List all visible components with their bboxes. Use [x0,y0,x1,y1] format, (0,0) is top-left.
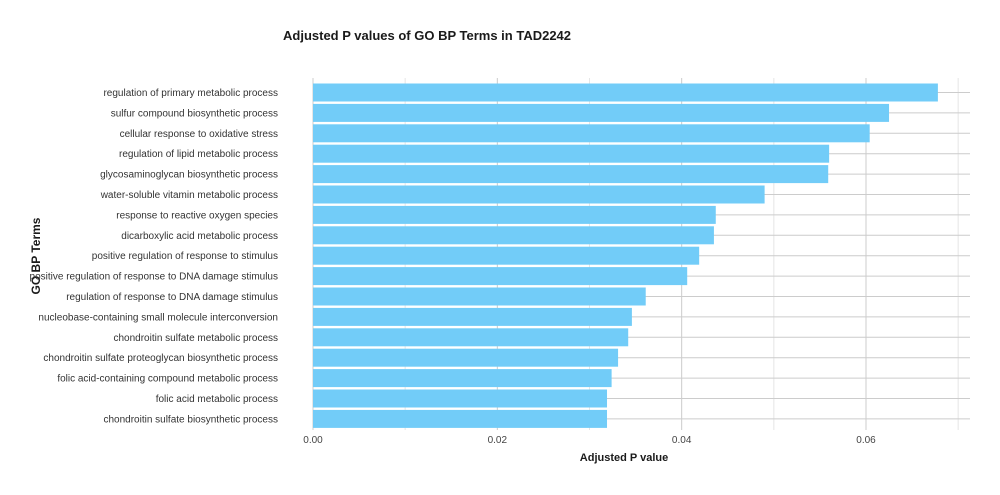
x-tick-label: 0.02 [488,435,508,446]
category-label: positive regulation of response to stimu… [92,251,278,262]
category-label: folic acid-containing compound metabolic… [57,374,278,385]
category-label: positive regulation of response to DNA d… [30,272,278,283]
category-label: chondroitin sulfate metabolic process [113,333,278,344]
category-label: regulation of primary metabolic process [103,88,278,99]
x-tick-label: 0.06 [856,435,876,446]
bars [313,83,938,428]
bar [313,185,765,204]
bar [313,328,629,347]
bar [313,124,870,143]
bar [313,287,646,306]
bar [313,103,890,122]
y-axis-title: GO BP Terms [29,217,43,294]
category-label: folic acid metabolic process [156,394,278,405]
bar [313,267,688,286]
category-labels: regulation of primary metabolic process s… [30,88,278,425]
category-label: chondroitin sulfate biosynthetic process [103,414,278,425]
x-tick-label: 0.04 [672,435,692,446]
bar [313,389,608,408]
category-label: response to reactive oxygen species [116,210,278,221]
category-label: nucleobase-containing small molecule int… [38,312,278,323]
category-label: cellular response to oxidative stress [120,129,278,140]
category-label: sulfur compound biosynthetic process [111,108,278,119]
category-label: chondroitin sulfate proteoglycan biosynt… [43,353,278,364]
x-tick-label: 0.00 [303,435,323,446]
bar [313,226,714,245]
category-label: dicarboxylic acid metabolic process [121,231,278,242]
x-tick-labels: 0.00 0.02 0.04 0.06 [303,435,876,446]
x-axis-title: Adjusted P value [580,452,668,464]
category-label: regulation of lipid metabolic process [119,149,278,160]
bar [313,205,716,224]
bar [313,246,700,265]
category-label: regulation of response to DNA damage sti… [66,292,278,303]
bar [313,369,612,388]
bar [313,83,938,102]
bar [313,307,632,326]
category-label: glycosaminoglycan biosynthetic process [100,170,278,181]
bar [313,165,829,184]
category-label: water-soluble vitamin metabolic process [100,190,278,201]
bar [313,144,830,163]
chart-title: Adjusted P values of GO BP Terms in TAD2… [283,28,571,43]
bar [313,409,608,428]
bar [313,348,619,367]
